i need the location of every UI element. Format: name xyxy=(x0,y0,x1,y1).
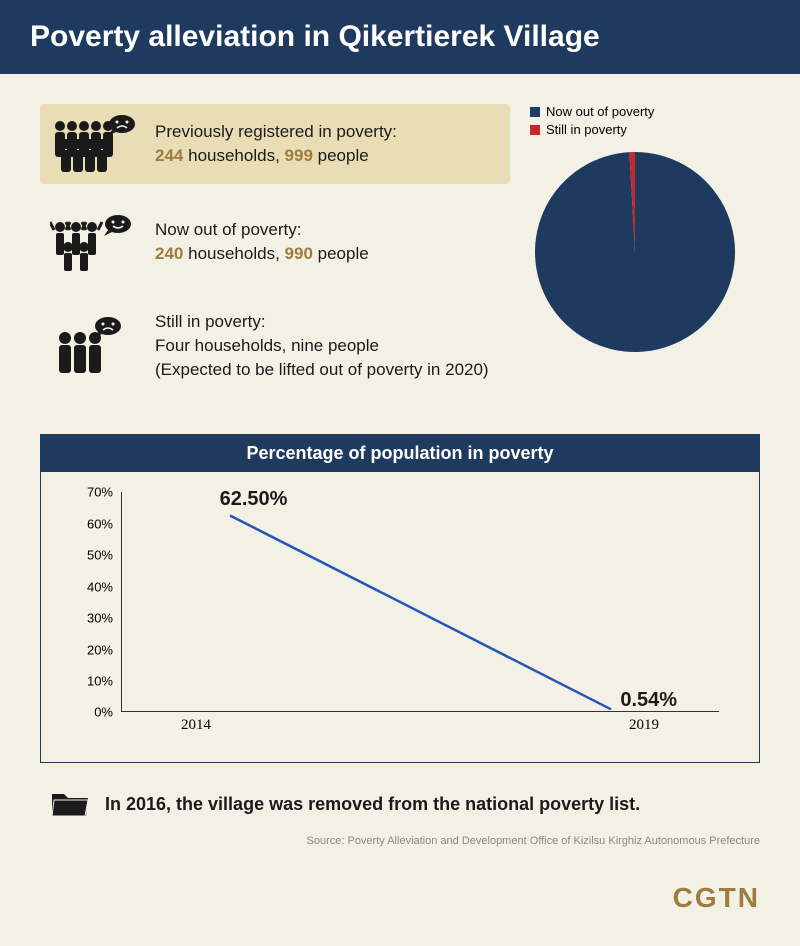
pie-legend: Now out of poverty Still in poverty xyxy=(530,104,760,137)
stat-text: Previously registered in poverty: 244 ho… xyxy=(155,120,397,168)
line-svg xyxy=(122,492,719,711)
small-group-sad-icon xyxy=(50,316,140,376)
crowd-sad-icon xyxy=(50,114,140,174)
data-point-label: 62.50% xyxy=(220,488,288,511)
header: Poverty alleviation in Qikertierek Villa… xyxy=(0,0,800,74)
y-axis: 0%10%20%30%40%50%60%70% xyxy=(71,492,121,712)
data-point-label: 0.54% xyxy=(620,689,677,712)
source-text: Source: Poverty Alleviation and Developm… xyxy=(40,835,760,847)
plot-area: 62.50%0.54% xyxy=(121,492,719,712)
pie-chart xyxy=(530,147,740,357)
folder-icon xyxy=(50,788,90,820)
footnote: In 2016, the village was removed from th… xyxy=(40,788,760,820)
content-area: Previously registered in poverty: 244 ho… xyxy=(0,74,800,882)
legend-item: Still in poverty xyxy=(530,122,760,137)
stat-still-in-poverty: Still in poverty: Four households, nine … xyxy=(40,300,510,391)
logo: CGTN xyxy=(0,882,800,934)
stat-text: Now out of poverty: 240 households, 990 … xyxy=(155,218,369,266)
chart-area: 0%10%20%30%40%50%60%70% 62.50%0.54% 2014… xyxy=(41,472,759,762)
stat-previously: Previously registered in poverty: 244 ho… xyxy=(40,104,510,184)
legend-swatch xyxy=(530,107,540,117)
stat-out-of-poverty: Now out of poverty: 240 households, 990 … xyxy=(40,202,510,282)
line-chart-section: Percentage of population in poverty 0%10… xyxy=(40,434,760,763)
stat-text: Still in poverty: Four households, nine … xyxy=(155,310,489,381)
crowd-happy-icon xyxy=(50,212,140,272)
page-title: Poverty alleviation in Qikertierek Villa… xyxy=(30,20,770,54)
chart-title: Percentage of population in poverty xyxy=(41,435,759,472)
x-axis-labels: 2014 2019 xyxy=(121,717,719,734)
infographic-container: Poverty alleviation in Qikertierek Villa… xyxy=(0,0,800,934)
stats-column: Previously registered in poverty: 244 ho… xyxy=(40,104,510,409)
pie-column: Now out of poverty Still in poverty xyxy=(530,104,760,409)
legend-swatch xyxy=(530,125,540,135)
line-chart: 0%10%20%30%40%50%60%70% 62.50%0.54% 2014… xyxy=(71,492,729,752)
top-section: Previously registered in poverty: 244 ho… xyxy=(40,104,760,409)
legend-item: Now out of poverty xyxy=(530,104,760,119)
footnote-text: In 2016, the village was removed from th… xyxy=(105,794,640,815)
